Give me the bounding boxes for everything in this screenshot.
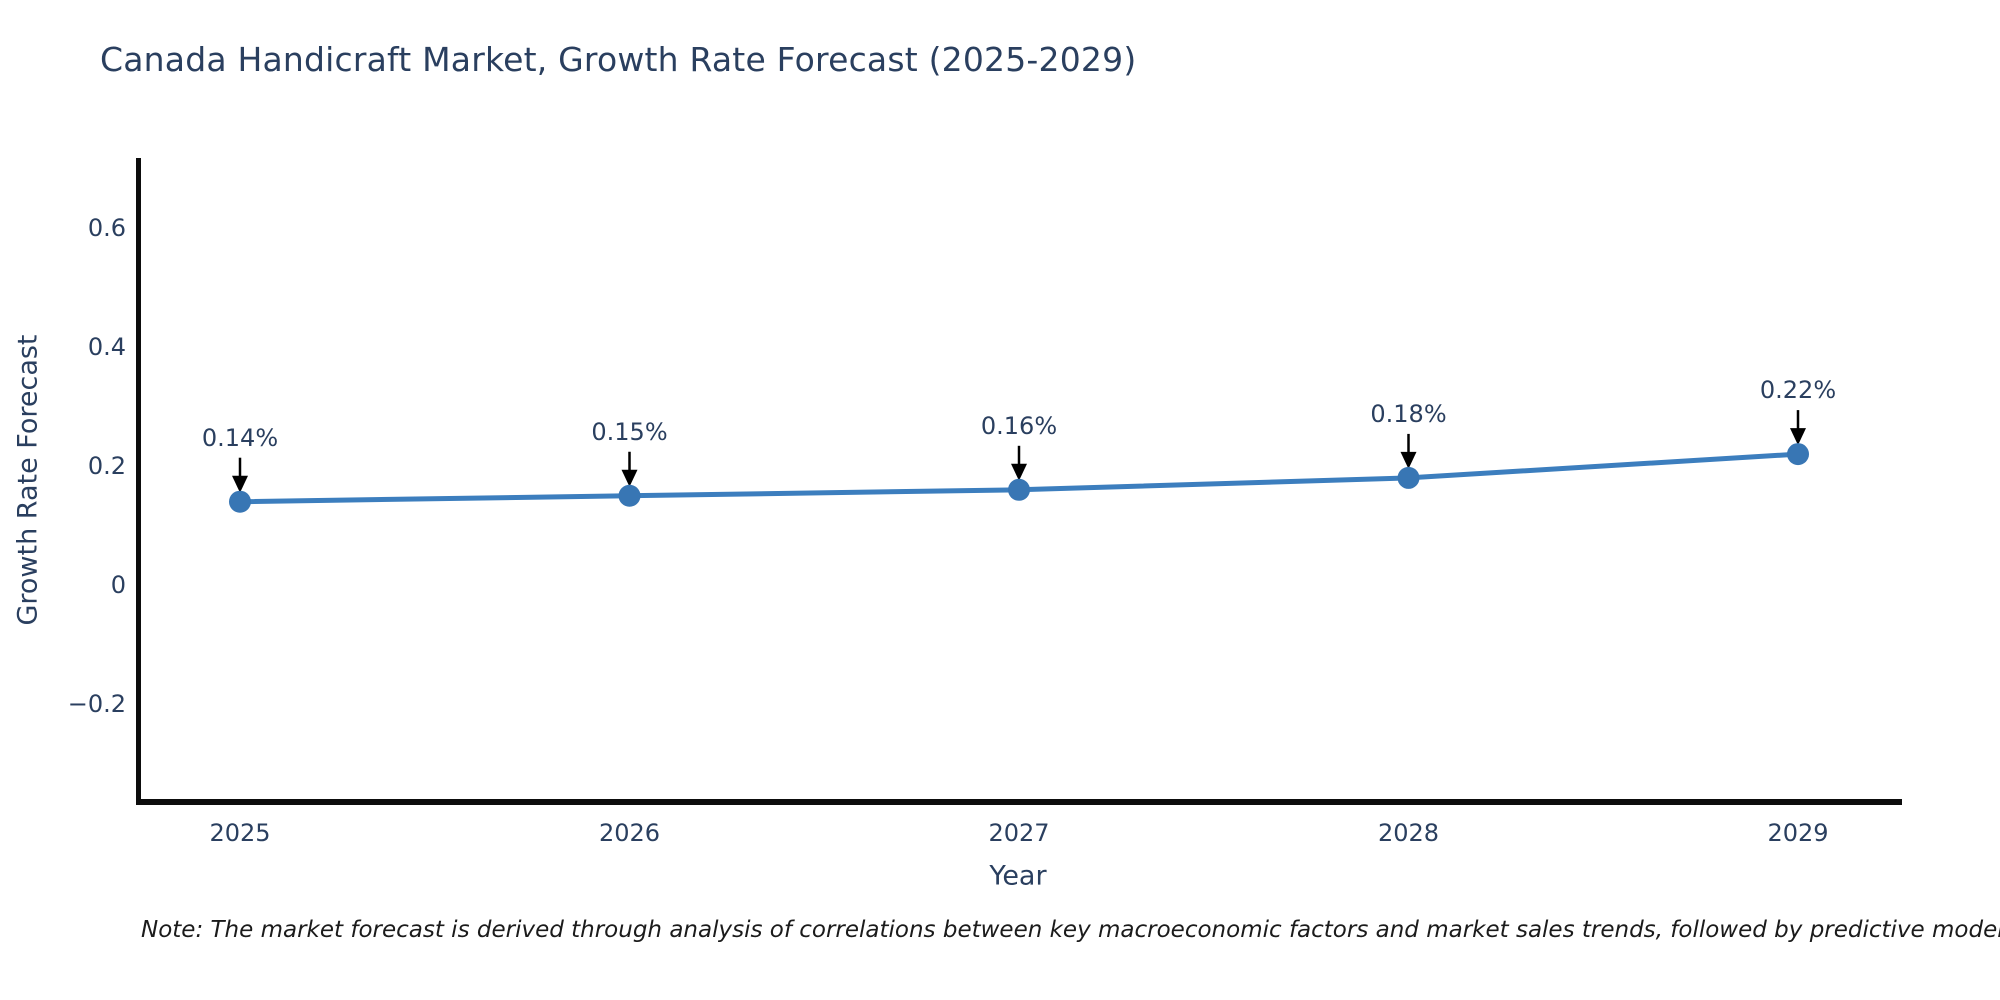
x-axis-title: Year [989, 860, 1047, 892]
data-point[interactable] [229, 490, 251, 513]
x-axis-line [136, 799, 1902, 805]
y-tick-label: 0.6 [87, 214, 126, 242]
x-tick-label: 2026 [598, 819, 661, 847]
y-tick-label: 0.2 [87, 452, 126, 480]
data-point[interactable] [1008, 478, 1030, 501]
data-point[interactable] [618, 484, 641, 507]
y-tick-label: 0.4 [87, 333, 126, 361]
annotation-arrowhead-icon [1790, 428, 1806, 446]
annotation-arrowhead-icon [232, 475, 248, 493]
point-value-label: 0.22% [1759, 376, 1837, 405]
point-value-label: 0.14% [201, 423, 279, 452]
annotation-arrowhead-icon [1011, 463, 1027, 481]
y-axis-line [136, 158, 141, 804]
annotation-arrowhead-icon [1400, 451, 1417, 469]
x-tick-label: 2029 [1767, 819, 1829, 847]
y-tick-label: −0.2 [67, 690, 126, 718]
x-tick-label: 2027 [988, 819, 1050, 847]
point-value-label: 0.16% [980, 411, 1058, 440]
x-tick-label: 2025 [209, 819, 271, 847]
y-tick-label: 0 [110, 571, 126, 599]
footnote: Note: The market forecast is derived thr… [141, 917, 2000, 943]
data-point[interactable] [1397, 466, 1420, 489]
x-tick-label: 2028 [1377, 819, 1440, 847]
data-point[interactable] [1787, 443, 1809, 466]
point-value-label: 0.18% [1370, 399, 1447, 428]
annotation-arrowhead-icon [621, 469, 638, 487]
chart-title: Canada Handicraft Market, Growth Rate Fo… [100, 40, 1137, 79]
point-value-label: 0.15% [591, 417, 668, 446]
